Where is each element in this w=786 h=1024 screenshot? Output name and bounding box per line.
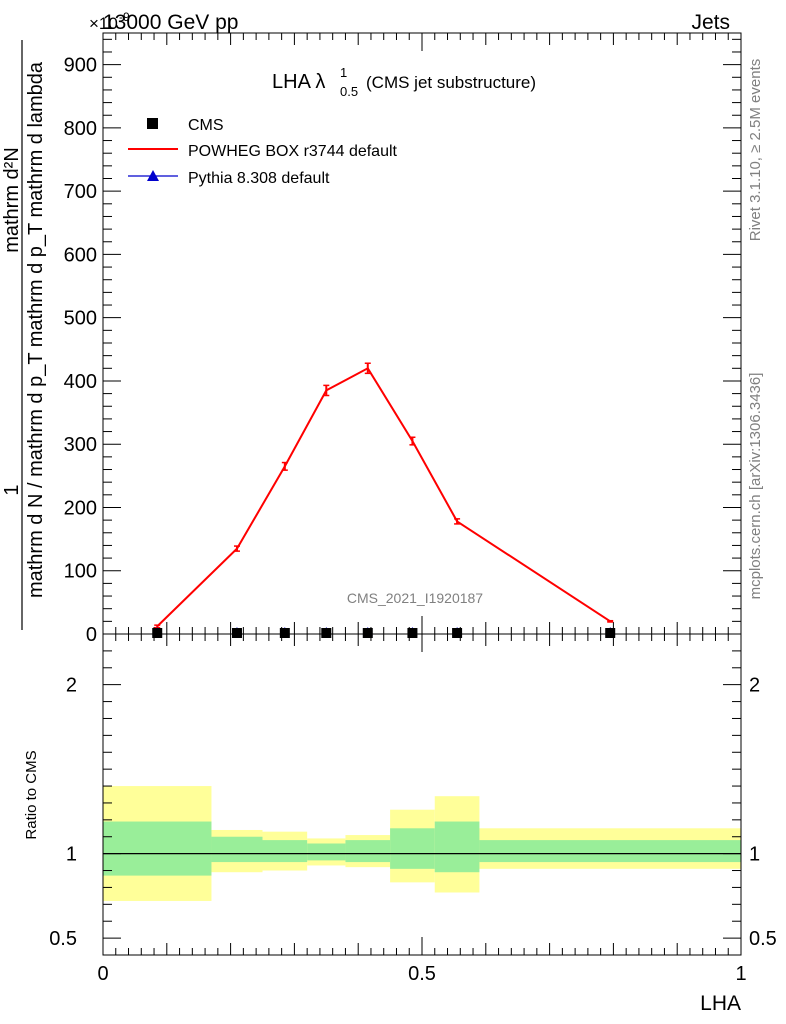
- legend-label: POWHEG BOX r3744 default: [188, 143, 398, 160]
- plot-title-suffix: (CMS jet substructure): [366, 73, 536, 92]
- ratio-band-inner: [479, 840, 741, 863]
- ratio-y-tick-label: 0.5: [49, 928, 77, 950]
- ratio-band-inner: [390, 828, 435, 869]
- x-axis-label: LHA: [700, 992, 741, 1015]
- rivet-version-text: Rivet 3.1.10, ≥ 2.5M events: [747, 59, 764, 242]
- ratio-y-tick-label-right: 0.5: [749, 928, 777, 950]
- x-tick-label: 1: [735, 963, 746, 985]
- cms-data-point: [605, 628, 616, 638]
- ratio-band-inner: [307, 843, 346, 861]
- plot-title-subscript: 0.5: [340, 84, 358, 99]
- axis-multiplier: ×10: [89, 14, 118, 33]
- cms-data-point: [407, 628, 418, 638]
- y-tick-label: 800: [64, 118, 97, 140]
- ratio-y-axis-label: Ratio to CMS: [23, 750, 40, 839]
- ratio-y-tick-label: 2: [66, 675, 77, 697]
- analysis-watermark: CMS_2021_I1920187: [347, 590, 483, 606]
- axis-multiplier-power: -9: [119, 10, 130, 24]
- legend-marker-pythia: [147, 170, 159, 181]
- legend-marker-cms: [147, 118, 158, 129]
- ratio-y-tick-label: 1: [66, 844, 77, 866]
- x-tick-label: 0: [97, 963, 108, 985]
- y-tick-label: 300: [64, 434, 97, 456]
- y-tick-label: 400: [64, 371, 97, 393]
- header-process: Jets: [691, 11, 730, 34]
- x-tick-label: 0.5: [408, 963, 436, 985]
- y-axis-label-numerator-2: mathrm d²N: [1, 147, 23, 253]
- legend-label: CMS: [188, 117, 224, 134]
- cms-data-point: [452, 628, 463, 638]
- cms-data-point: [362, 628, 373, 638]
- y-axis-label-denominator: mathrm d N / mathrm d p_T mathrm d p_T m…: [25, 61, 47, 598]
- legend-label: Pythia 8.308 default: [188, 170, 330, 187]
- y-axis-label: 1 mathrm d²N mathrm d N / mathrm d p_T mat…: [1, 40, 47, 630]
- y-tick-label: 100: [64, 561, 97, 583]
- y-tick-label: 500: [64, 308, 97, 330]
- legend: CMS POWHEG BOX r3744 default Pythia 8.308 …: [128, 117, 398, 187]
- series-line-powheg: [156, 366, 611, 628]
- y-tick-label: 900: [64, 55, 97, 77]
- cms-data-point: [152, 628, 163, 638]
- plot-title-superscript: 1: [340, 65, 347, 80]
- y-tick-label: 700: [64, 181, 97, 203]
- cms-data-point: [279, 628, 290, 638]
- y-tick-label: 200: [64, 497, 97, 519]
- ratio-band-inner: [262, 840, 308, 863]
- plot-title-text: LHA λ: [272, 71, 325, 93]
- ratio-band-inner: [211, 836, 263, 863]
- ratio-band-inner: [103, 821, 212, 876]
- y-axis-label-numerator: 1: [1, 484, 23, 495]
- y-tick-label: 600: [64, 244, 97, 266]
- ratio-y-tick-label-right: 2: [749, 675, 760, 697]
- mcplots-reference-text: mcplots.cern.ch [arXiv:1306.3436]: [747, 373, 764, 600]
- cms-data-point: [231, 628, 242, 638]
- ratio-y-tick-label-right: 1: [749, 844, 760, 866]
- header-energy: 13000 GeV pp: [103, 11, 238, 34]
- plot-title: LHA λ 1 0.5 (CMS jet substructure): [272, 65, 536, 99]
- ratio-band-inner: [345, 840, 391, 863]
- cms-data-point: [321, 628, 332, 638]
- y-tick-label: 0: [86, 624, 97, 646]
- ratio-band-inner: [434, 821, 480, 873]
